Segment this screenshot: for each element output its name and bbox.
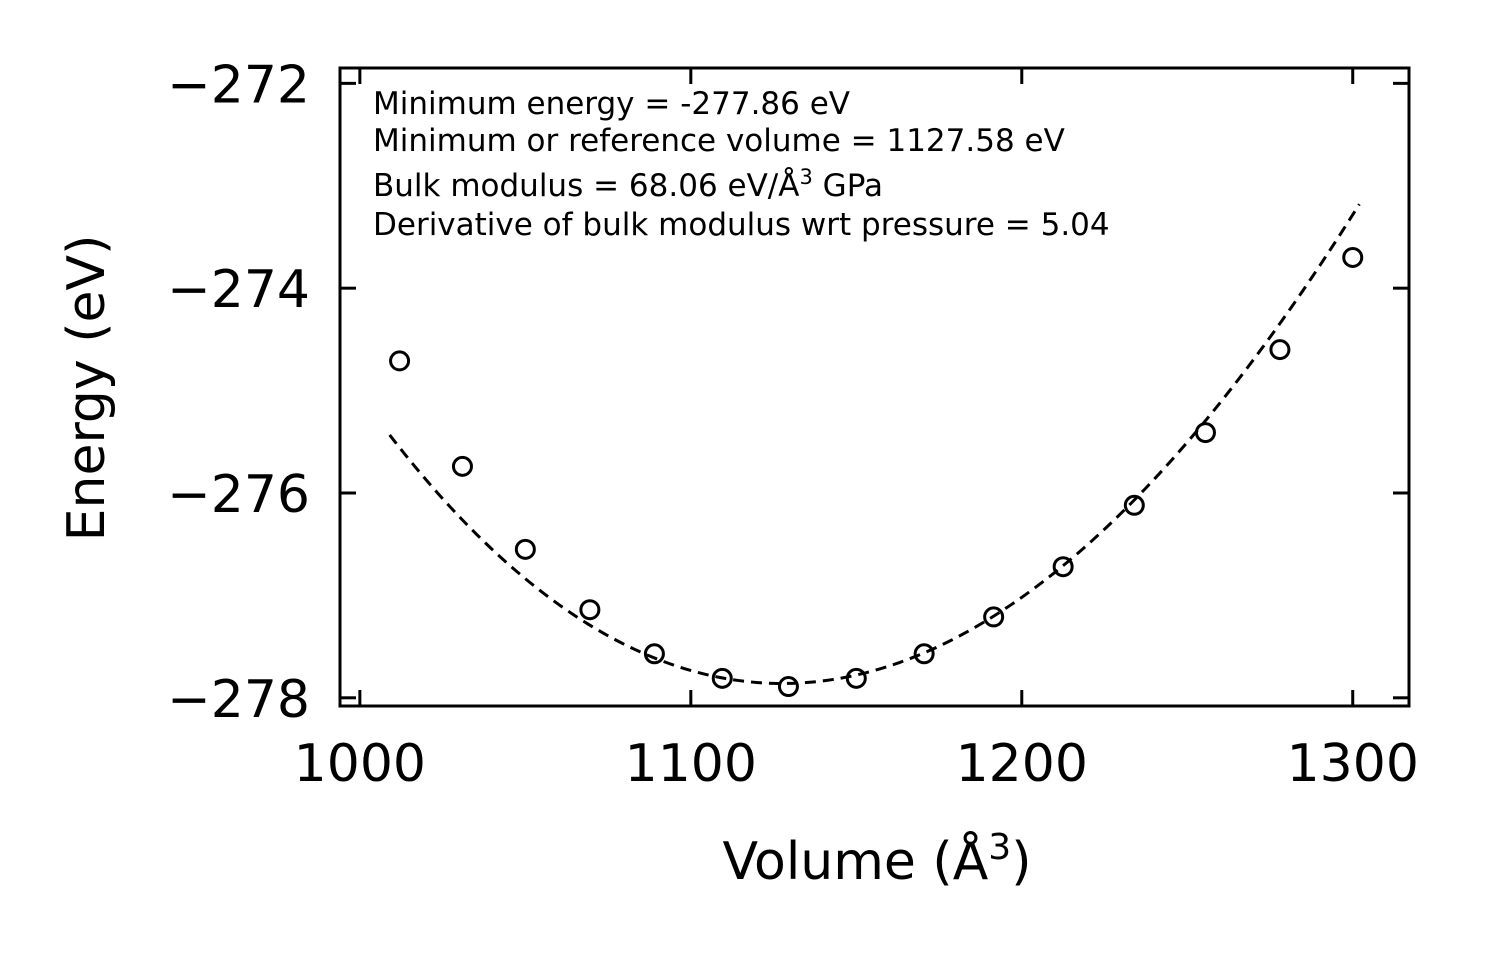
annotation-box: Minimum energy = -277.86 eV Minimum or r… xyxy=(373,86,1110,243)
data-point xyxy=(1194,422,1216,444)
annotation-bulk-derivative: Derivative of bulk modulus wrt pressure … xyxy=(373,207,1110,243)
x-axis-label-sup: 3 xyxy=(988,827,1011,868)
annotation-min-energy: Minimum energy = -277.86 eV xyxy=(373,86,850,122)
annotation-bulk-modulus-sup: 3 xyxy=(799,165,812,189)
x-axis-label-main: Volume (Å xyxy=(723,830,989,892)
y-tick-label: −278 xyxy=(167,670,310,730)
x-tick-label: 1300 xyxy=(1287,734,1419,794)
x-axis-label-end: ) xyxy=(1011,832,1031,892)
data-point xyxy=(711,667,733,689)
y-tick-label: −276 xyxy=(167,465,310,525)
data-point xyxy=(1269,339,1291,361)
annotation-min-volume: Minimum or reference volume = 1127.58 eV xyxy=(373,123,1065,159)
x-tick-label: 1100 xyxy=(625,734,757,794)
data-points xyxy=(389,246,1364,698)
data-point xyxy=(777,676,799,698)
data-point xyxy=(913,643,935,665)
annotation-bulk-modulus-unit: GPa xyxy=(813,168,883,204)
y-axis-label: Energy (eV) xyxy=(57,235,117,542)
x-tick-label: 1200 xyxy=(956,734,1088,794)
data-point xyxy=(389,350,411,372)
tick-labels: 1000 1100 1200 1300 −272 −274 −276 −278 xyxy=(167,55,1419,794)
data-point xyxy=(579,599,601,621)
annotation-bulk-modulus: Bulk modulus = 68.06 eV/Å3 GPa xyxy=(373,165,883,204)
data-point xyxy=(451,455,473,477)
data-point xyxy=(1052,556,1074,578)
x-axis-label: Volume (Å3) xyxy=(723,827,1032,892)
plot-frame xyxy=(338,66,1411,708)
data-point xyxy=(1123,494,1145,516)
x-tick-label: 1000 xyxy=(294,734,426,794)
data-point xyxy=(983,606,1005,628)
data-point xyxy=(845,667,867,689)
axis-ticks xyxy=(340,68,1409,706)
data-point xyxy=(514,538,536,560)
annotation-bulk-modulus-main: Bulk modulus = 68.06 eV/Å xyxy=(373,168,799,204)
y-tick-label: −274 xyxy=(167,260,310,320)
data-point xyxy=(1342,246,1364,268)
y-tick-label: −272 xyxy=(167,55,310,115)
data-point xyxy=(643,643,665,665)
